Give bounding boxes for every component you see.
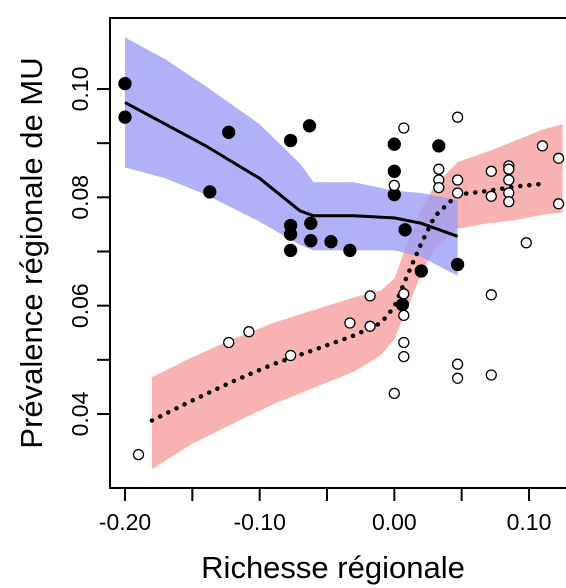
x-tick-label: 0.10 bbox=[507, 509, 552, 535]
open-point bbox=[552, 152, 565, 164]
open-point bbox=[364, 320, 376, 332]
open-point bbox=[503, 196, 515, 208]
filled-point bbox=[304, 234, 318, 248]
open-point bbox=[451, 111, 464, 123]
filled-point bbox=[414, 264, 428, 278]
open-point bbox=[132, 448, 145, 461]
open-point bbox=[433, 163, 445, 175]
filled-point bbox=[432, 139, 446, 153]
filled-point bbox=[398, 223, 412, 237]
filled-point bbox=[387, 164, 401, 178]
open-point bbox=[388, 387, 400, 400]
open-point bbox=[398, 288, 410, 300]
filled-point bbox=[118, 110, 132, 124]
y-tick-label: 0.04 bbox=[67, 391, 93, 436]
filled-point bbox=[283, 227, 298, 241]
open-point bbox=[503, 174, 515, 186]
filled-point bbox=[395, 297, 410, 312]
open-point bbox=[433, 181, 445, 194]
open-point bbox=[451, 174, 464, 186]
filled-point bbox=[343, 243, 357, 258]
y-axis-title: Prévalence régionale de MU bbox=[14, 57, 49, 448]
open-point bbox=[243, 326, 255, 338]
filled-point bbox=[387, 137, 401, 151]
y-tick-label: 0.08 bbox=[67, 175, 93, 220]
x-axis-title: Richesse régionale bbox=[201, 550, 465, 585]
open-point bbox=[485, 369, 497, 381]
open-point bbox=[552, 198, 565, 210]
open-point bbox=[485, 165, 497, 177]
open-point bbox=[451, 187, 464, 199]
x-tick-label: 0.00 bbox=[372, 509, 417, 535]
y-tick-label: 0.10 bbox=[67, 67, 93, 112]
open-point bbox=[388, 179, 400, 192]
filled-point bbox=[283, 133, 298, 148]
filled-point bbox=[118, 76, 132, 91]
open-point bbox=[398, 309, 410, 322]
open-point bbox=[284, 349, 297, 362]
open-point bbox=[398, 350, 410, 363]
x-tick-label: -0.10 bbox=[233, 509, 285, 535]
filled-point bbox=[283, 243, 298, 258]
y-axis: 0.04 0.06 0.08 0.10 bbox=[67, 67, 110, 436]
y-tick-label: 0.06 bbox=[67, 283, 93, 328]
open-point bbox=[398, 336, 410, 349]
data-points bbox=[118, 76, 565, 461]
open-point bbox=[451, 358, 464, 370]
open-point bbox=[536, 140, 549, 152]
confidence-bands bbox=[125, 37, 563, 470]
plot-frame bbox=[109, 17, 566, 489]
filled-point bbox=[302, 119, 317, 133]
open-point bbox=[344, 317, 356, 329]
open-point bbox=[520, 237, 532, 249]
open-series-band bbox=[151, 124, 563, 470]
filled-point bbox=[304, 216, 318, 230]
smooth-lines bbox=[124, 101, 545, 423]
open-point bbox=[451, 372, 464, 384]
open-point bbox=[364, 290, 376, 302]
open-point bbox=[485, 289, 497, 301]
filled-point bbox=[203, 185, 217, 199]
open-point bbox=[485, 190, 497, 202]
filled-point bbox=[450, 257, 465, 272]
filled-point bbox=[222, 125, 236, 139]
filled-series-smooth-line bbox=[124, 101, 459, 238]
x-tick-label: -0.20 bbox=[99, 509, 151, 535]
x-axis: -0.20 -0.10 0.00 0.10 bbox=[99, 488, 552, 535]
open-point bbox=[223, 336, 235, 349]
filled-point bbox=[324, 235, 338, 249]
open-point bbox=[503, 163, 515, 175]
open-point bbox=[398, 122, 410, 134]
